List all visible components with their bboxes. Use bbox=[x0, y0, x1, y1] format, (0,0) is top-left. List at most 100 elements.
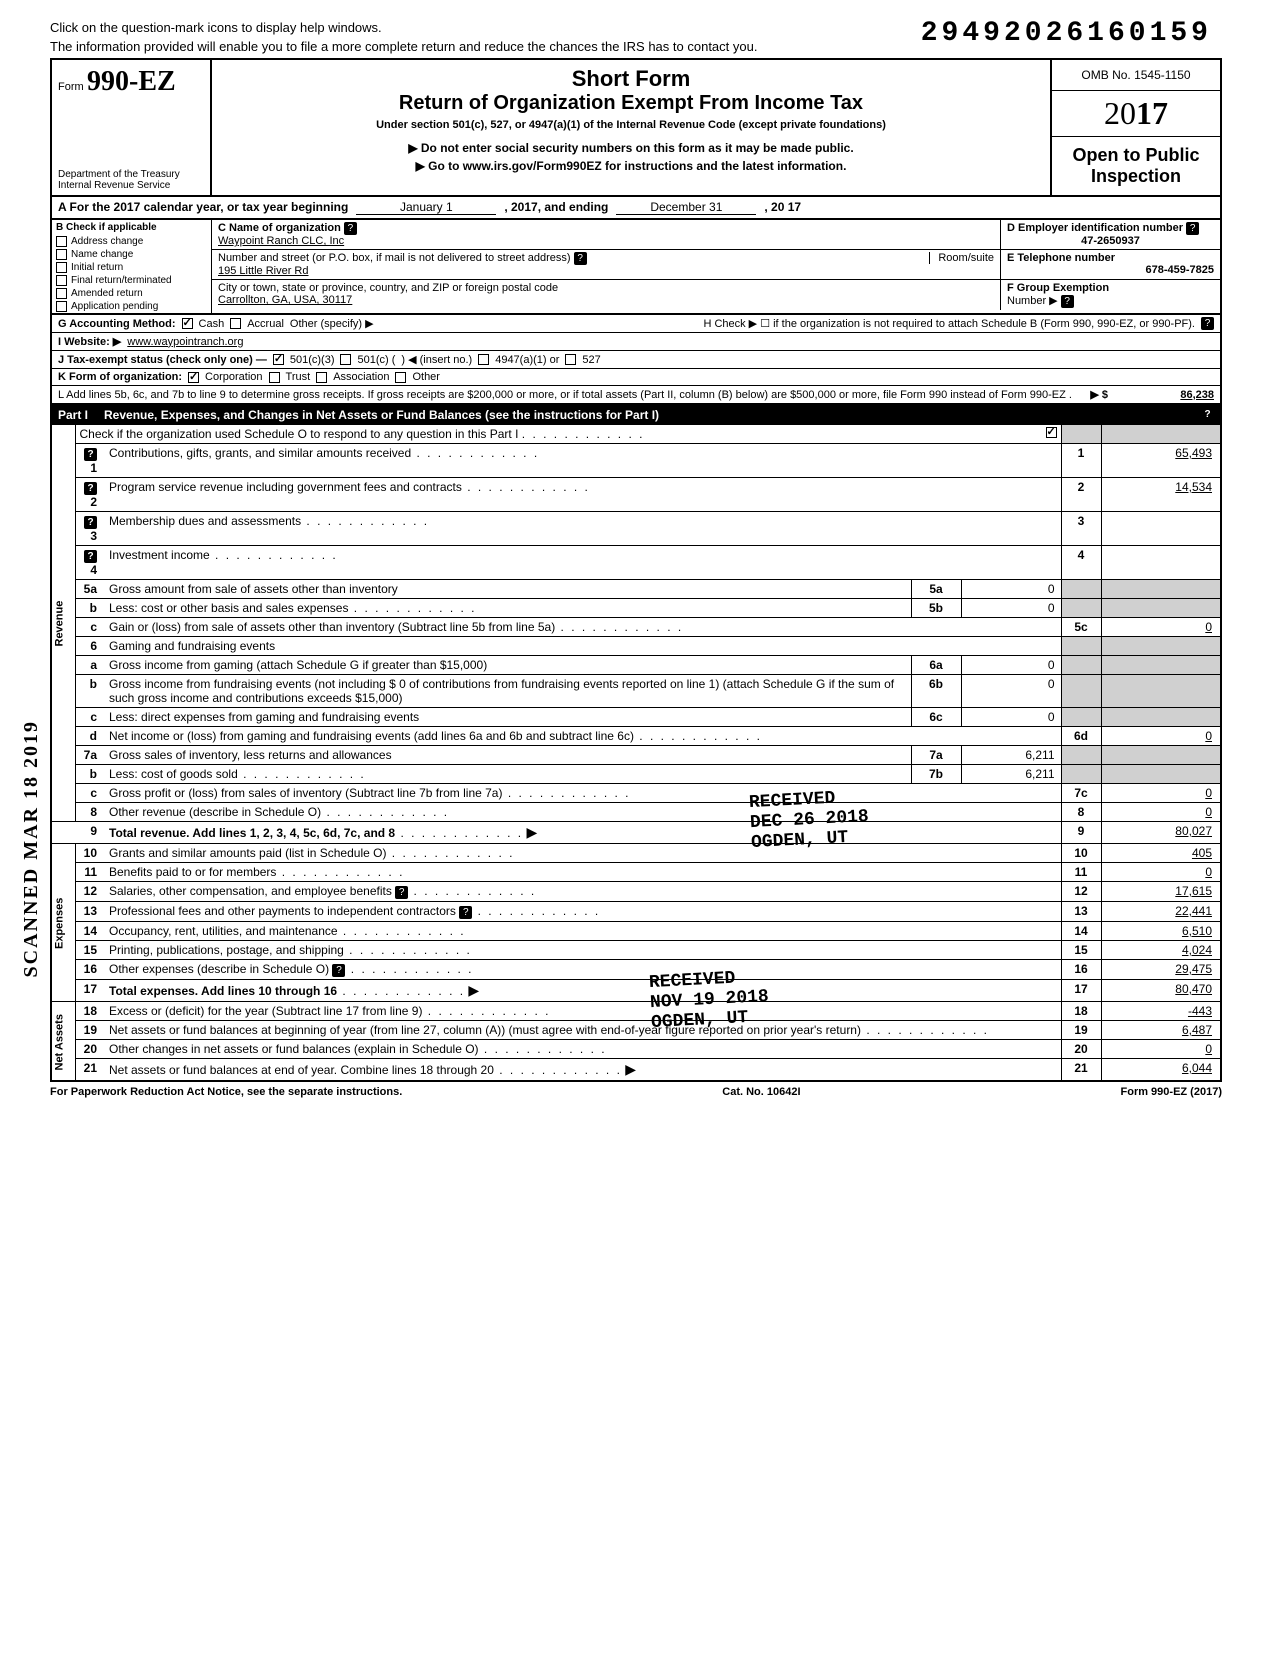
assoc-label: Association bbox=[333, 371, 389, 383]
row-i: I Website: ▶ www.waypointranch.org bbox=[52, 333, 1220, 351]
tax-year: 2017 bbox=[1052, 91, 1220, 137]
chk-corporation[interactable] bbox=[188, 372, 199, 383]
row-a-label: A For the 2017 calendar year, or tax yea… bbox=[58, 200, 348, 215]
chk-label: Application pending bbox=[71, 301, 158, 312]
chk-amended-return[interactable]: Amended return bbox=[52, 287, 211, 300]
page-footer: For Paperwork Reduction Act Notice, see … bbox=[50, 1086, 1222, 1098]
sub-rows: G Accounting Method: Cash Accrual Other … bbox=[50, 315, 1222, 405]
footer-right: Form 990-EZ (2017) bbox=[1121, 1086, 1222, 1098]
chk-final-return[interactable]: Final return/terminated bbox=[52, 274, 211, 287]
cash-label: Cash bbox=[199, 318, 225, 330]
row-g-h: G Accounting Method: Cash Accrual Other … bbox=[52, 315, 1220, 333]
accrual-label: Accrual bbox=[247, 318, 284, 330]
form-prefix: Form bbox=[58, 81, 84, 93]
help-icon[interactable]: ? bbox=[574, 252, 587, 265]
chk-cash[interactable] bbox=[182, 318, 193, 329]
col-b-head: B Check if applicable bbox=[52, 220, 211, 235]
box-e-label: E Telephone number bbox=[1007, 252, 1115, 264]
line-6: 6 Gaming and fundraising events bbox=[51, 637, 1221, 656]
org-name: Waypoint Ranch CLC, Inc bbox=[218, 235, 344, 247]
row-k: K Form of organization: Corporation Trus… bbox=[52, 369, 1220, 386]
line-14: 14 Occupancy, rent, utilities, and maint… bbox=[51, 922, 1221, 941]
year-bold: 17 bbox=[1136, 95, 1168, 131]
addr-label: Number and street (or P.O. box, if mail … bbox=[218, 252, 571, 264]
part1-header: Part I Revenue, Expenses, and Changes in… bbox=[50, 405, 1222, 425]
chk-address-change[interactable]: Address change bbox=[52, 235, 211, 248]
row-g-label: G Accounting Method: bbox=[58, 318, 176, 330]
do-not-enter: ▶ Do not enter social security numbers o… bbox=[222, 141, 1040, 155]
expenses-side-label: Expenses bbox=[51, 844, 75, 1002]
chk-label: Initial return bbox=[71, 262, 123, 273]
4947-label: 4947(a)(1) or bbox=[495, 354, 559, 366]
chk-501c3[interactable] bbox=[273, 354, 284, 365]
line-6b: b Gross income from fundraising events (… bbox=[51, 675, 1221, 708]
corp-label: Corporation bbox=[205, 371, 262, 383]
box-c-label: C Name of organization bbox=[218, 222, 341, 234]
line-2: ? 2 Program service revenue including go… bbox=[51, 478, 1221, 512]
other-org-label: Other bbox=[412, 371, 440, 383]
year-begin: January 1 bbox=[356, 200, 496, 215]
chk-accrual[interactable] bbox=[230, 318, 241, 329]
chk-trust[interactable] bbox=[269, 372, 280, 383]
help-icon[interactable]: ? bbox=[1201, 317, 1214, 330]
help-icon[interactable]: ? bbox=[84, 448, 97, 461]
box-d-label: D Employer identification number bbox=[1007, 222, 1183, 234]
line-7a: 7a Gross sales of inventory, less return… bbox=[51, 746, 1221, 765]
line-5b: b Less: cost or other basis and sales ex… bbox=[51, 599, 1221, 618]
501c3-label: 501(c)(3) bbox=[290, 354, 335, 366]
dln-number: 29492026160159 bbox=[921, 18, 1212, 49]
row-a-tail: , 20 17 bbox=[764, 200, 801, 215]
chk-4947[interactable] bbox=[478, 354, 489, 365]
form-number: 990-EZ bbox=[87, 66, 176, 97]
help-icon[interactable]: ? bbox=[344, 222, 357, 235]
line-7c: c Gross profit or (loss) from sales of i… bbox=[51, 784, 1221, 803]
chk-527[interactable] bbox=[565, 354, 576, 365]
box-f: F Group Exemption Number ▶ ? bbox=[1000, 280, 1220, 310]
scanned-stamp: SCANNED MAR 18 2019 bbox=[20, 720, 43, 977]
line-15: 15 Printing, publications, postage, and … bbox=[51, 941, 1221, 960]
line-10: Expenses 10 Grants and similar amounts p… bbox=[51, 844, 1221, 863]
insert-no-label: ) ◀ (insert no.) bbox=[401, 353, 472, 366]
box-c-name: C Name of organization ? Waypoint Ranch … bbox=[212, 220, 1000, 249]
chk-501c[interactable] bbox=[340, 354, 351, 365]
line-13: 13 Professional fees and other payments … bbox=[51, 902, 1221, 922]
row-l-text: L Add lines 5b, 6c, and 7b to line 9 to … bbox=[58, 389, 1084, 401]
help-icon[interactable]: ? bbox=[332, 964, 345, 977]
chk-application-pending[interactable]: Application pending bbox=[52, 300, 211, 313]
chk-other-org[interactable] bbox=[395, 372, 406, 383]
line-6c: c Less: direct expenses from gaming and … bbox=[51, 708, 1221, 727]
501c-label: 501(c) ( bbox=[357, 354, 395, 366]
box-d: D Employer identification number ? 47-26… bbox=[1000, 220, 1220, 249]
under-section: Under section 501(c), 527, or 4947(a)(1)… bbox=[222, 119, 1040, 131]
header-grid: B Check if applicable Address change Nam… bbox=[50, 220, 1222, 315]
chk-name-change[interactable]: Name change bbox=[52, 248, 211, 261]
year-end: December 31 bbox=[616, 200, 756, 215]
netassets-side-label: Net Assets bbox=[51, 1002, 75, 1082]
line-18: Net Assets 18 Excess or (deficit) for th… bbox=[51, 1002, 1221, 1021]
row-i-label: I Website: ▶ bbox=[58, 335, 121, 348]
chk-association[interactable] bbox=[316, 372, 327, 383]
help-icon[interactable]: ? bbox=[1201, 408, 1214, 421]
line-20: 20 Other changes in net assets or fund b… bbox=[51, 1040, 1221, 1059]
line-9: 9 Total revenue. Add lines 1, 2, 3, 4, 5… bbox=[51, 822, 1221, 844]
help-icon[interactable]: ? bbox=[84, 482, 97, 495]
col-b: B Check if applicable Address change Nam… bbox=[52, 220, 212, 313]
help-icon[interactable]: ? bbox=[84, 516, 97, 529]
chk-initial-return[interactable]: Initial return bbox=[52, 261, 211, 274]
line-11: 11 Benefits paid to or for members 110 bbox=[51, 863, 1221, 882]
help-icon[interactable]: ? bbox=[459, 906, 472, 919]
chk-schedule-o[interactable] bbox=[1046, 427, 1057, 438]
help-icon[interactable]: ? bbox=[1186, 222, 1199, 235]
ein-value: 47-2650937 bbox=[1007, 235, 1214, 247]
sched-o-text: Check if the organization used Schedule … bbox=[80, 427, 519, 441]
help-icon[interactable]: ? bbox=[395, 886, 408, 899]
help-icon[interactable]: ? bbox=[1061, 295, 1074, 308]
help-icon[interactable]: ? bbox=[84, 550, 97, 563]
dept-line1: Department of the Treasury bbox=[58, 169, 180, 180]
chk-label: Final return/terminated bbox=[71, 275, 172, 286]
line-8: 8 Other revenue (describe in Schedule O)… bbox=[51, 803, 1221, 822]
line-1: ? 1 Contributions, gifts, grants, and si… bbox=[51, 444, 1221, 478]
other-label: Other (specify) ▶ bbox=[290, 317, 374, 330]
line-12: 12 Salaries, other compensation, and emp… bbox=[51, 882, 1221, 902]
line-7b: b Less: cost of goods sold 7b6,211 bbox=[51, 765, 1221, 784]
